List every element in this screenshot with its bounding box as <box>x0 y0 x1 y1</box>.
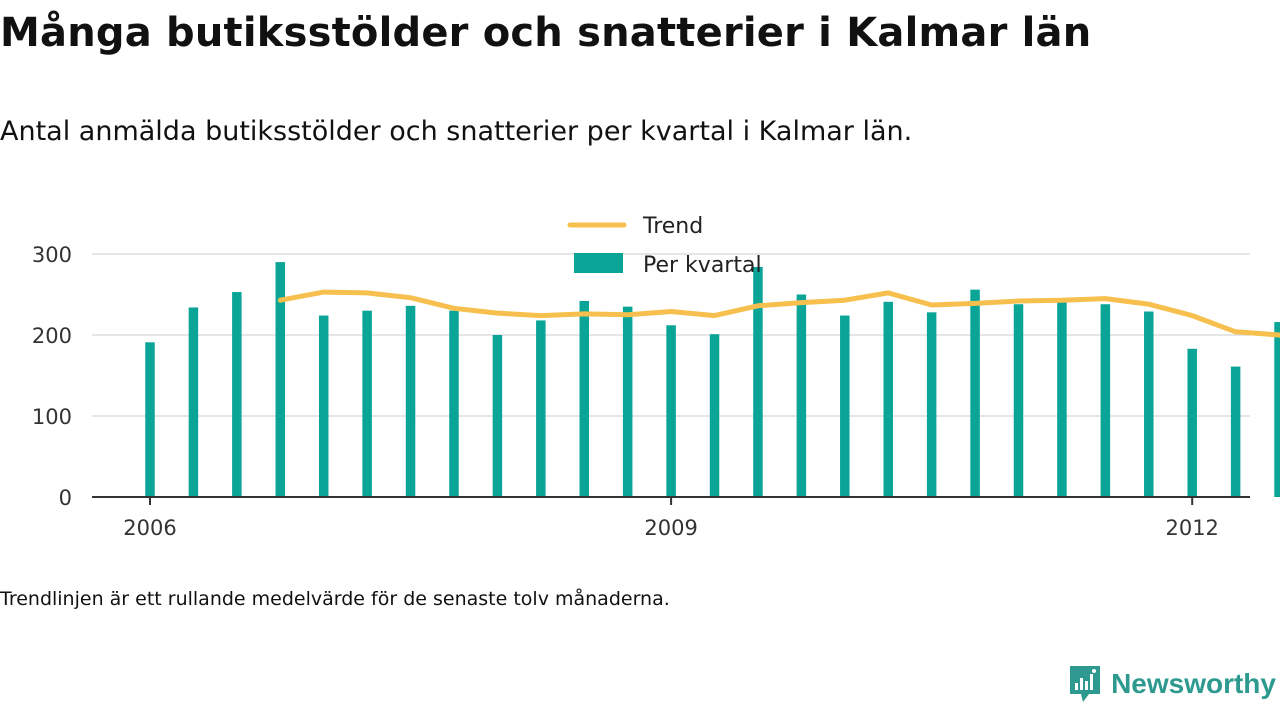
bar <box>1187 348 1197 497</box>
x-tick-label: 2009 <box>644 516 697 540</box>
x-tick-label: 2012 <box>1165 516 1218 540</box>
bar <box>536 320 546 497</box>
bars-per-kvartal <box>145 262 1280 497</box>
bar <box>1100 304 1111 497</box>
bar <box>492 335 503 497</box>
legend: Trend Per kvartal <box>567 214 762 278</box>
bar <box>1144 311 1154 497</box>
newsworthy-logo-text: Newsworthy <box>1111 668 1276 699</box>
bar <box>362 310 372 497</box>
legend-label-trend: Trend <box>642 214 703 239</box>
newsworthy-logo: Newsworthy <box>1067 664 1276 704</box>
y-tick-label: 300 <box>32 243 72 267</box>
bar <box>145 342 155 497</box>
bar <box>622 306 633 497</box>
footnote: Trendlinjen är ett rullande medelvärde f… <box>0 588 670 610</box>
bar <box>449 310 459 497</box>
bar <box>883 301 893 497</box>
y-tick-label: 200 <box>32 324 72 348</box>
bar <box>188 307 199 497</box>
bar <box>709 334 720 497</box>
bar <box>275 262 286 497</box>
trend-line-layer <box>277 289 1280 338</box>
bar <box>1013 304 1024 497</box>
x-tick-label: 2006 <box>123 516 176 540</box>
bar <box>405 305 416 497</box>
y-tick-label: 0 <box>59 486 72 510</box>
chart-title: Många butiksstölder och snatterier i Kal… <box>0 10 1092 56</box>
bar <box>970 289 980 497</box>
trend-line <box>277 289 1280 338</box>
newsworthy-logo-icon <box>1070 666 1101 702</box>
y-tick-label: 100 <box>32 405 72 429</box>
axes: 01002003002006200920122015201820212024 <box>32 243 1250 540</box>
bar <box>579 300 589 497</box>
bar <box>796 294 807 497</box>
bar <box>1274 322 1280 497</box>
bar <box>926 312 937 497</box>
bar <box>840 315 850 497</box>
bar <box>232 292 242 497</box>
bar <box>1230 366 1241 497</box>
legend-label-per-kvartal: Per kvartal <box>643 253 762 278</box>
bar <box>1057 301 1067 497</box>
bar <box>666 325 676 497</box>
bar <box>318 315 329 497</box>
legend-swatch-per-kvartal <box>574 253 623 273</box>
chart-subtitle: Antal anmälda butiksstölder och snatteri… <box>0 116 913 147</box>
bar <box>753 266 763 497</box>
